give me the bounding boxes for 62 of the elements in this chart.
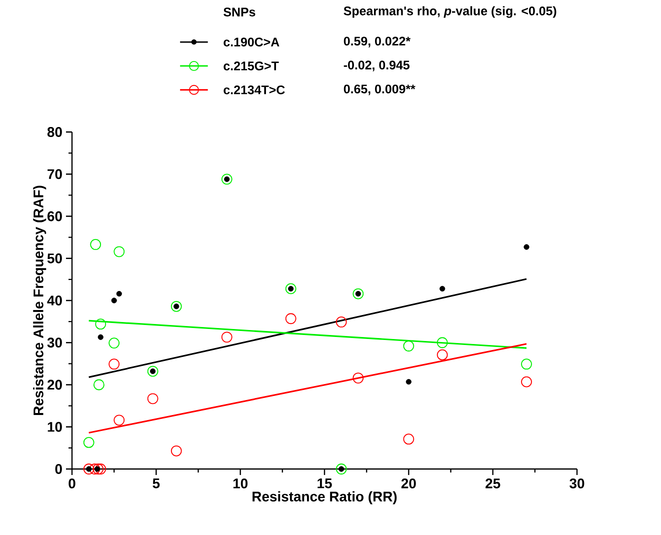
point	[170, 300, 182, 312]
y-tick-label: 20	[47, 380, 62, 390]
legend-title: SNPs	[224, 8, 256, 16]
point	[406, 379, 412, 385]
point	[83, 437, 94, 448]
y-tick-label: 50	[47, 253, 62, 264]
text: 0.65, 0.009**	[344, 84, 416, 96]
legend-label: c.190C>A	[224, 38, 280, 46]
point	[336, 464, 347, 474]
text: 0.59, 0.022*	[344, 36, 411, 48]
point	[108, 358, 120, 370]
point	[92, 464, 104, 474]
point	[93, 379, 104, 390]
point	[221, 174, 232, 185]
y-tick-label: 70	[48, 169, 62, 180]
x-tick-label: 20	[401, 478, 416, 488]
point	[352, 288, 364, 300]
point	[95, 318, 106, 330]
text: -0.02, 0.945	[344, 60, 410, 72]
x-tick-label: 5	[152, 478, 160, 488]
legend-label: c.215G>T	[224, 62, 279, 70]
point	[114, 414, 125, 426]
point	[352, 372, 364, 384]
point	[524, 244, 530, 250]
point	[436, 349, 448, 360]
point	[403, 340, 414, 352]
point	[436, 337, 448, 348]
y-tick-label: 60	[47, 211, 62, 222]
x-tick-label: 0	[68, 478, 76, 488]
y-tick-label: 0	[55, 464, 62, 474]
point	[521, 358, 532, 370]
point	[336, 316, 347, 328]
point	[83, 464, 94, 474]
x-tick-label: 30	[570, 478, 584, 488]
x-tick-label: 15	[318, 478, 332, 488]
x-tick-label: 10	[233, 478, 248, 488]
point	[440, 286, 446, 292]
point	[285, 313, 296, 324]
y-axis-title: Resistance Allele Frequency (RAF)	[33, 186, 46, 416]
point	[147, 366, 158, 377]
y-tick-label: 40	[47, 296, 62, 306]
point	[116, 290, 122, 297]
point	[89, 464, 100, 474]
legend-label: c.2134T>C	[224, 85, 285, 94]
text: Spearman's rho, p-value (sig. <0.05)	[344, 6, 556, 18]
point	[111, 298, 117, 304]
y-tick-label: 80	[47, 127, 62, 137]
y-tick-label: 30	[47, 338, 62, 348]
point	[95, 464, 106, 474]
point	[98, 334, 104, 340]
point	[521, 376, 532, 388]
x-axis-title: Resistance Ratio (RR)	[252, 491, 397, 504]
point	[285, 283, 296, 294]
point	[147, 393, 158, 404]
point	[108, 338, 120, 348]
point	[114, 246, 125, 258]
point	[170, 445, 182, 456]
point	[90, 239, 102, 250]
y-tick-label: 10	[48, 422, 62, 432]
point	[403, 434, 414, 445]
point	[221, 332, 232, 343]
x-tick-label: 25	[486, 478, 500, 488]
